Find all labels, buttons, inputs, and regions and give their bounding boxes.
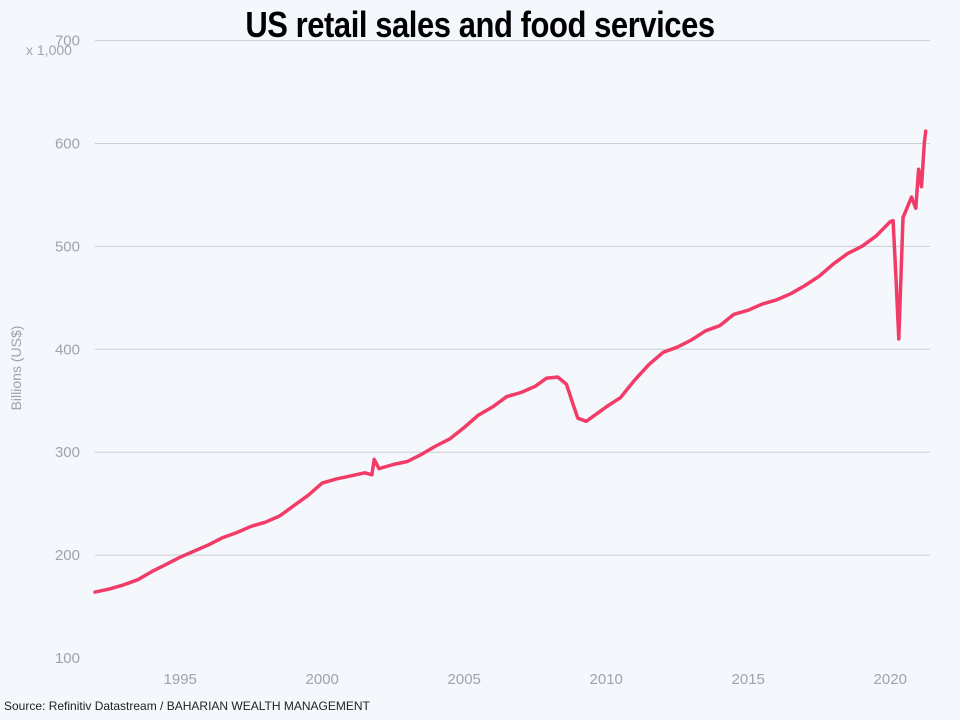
x-axis-ticks: 1995 2000 2005 2010 2015 2020 [164,671,907,688]
y-tick-label: 500 [55,238,80,255]
unit-note: x 1,000 [26,42,72,58]
series-line-0 [93,129,928,594]
x-tick-label: 2015 [732,671,765,688]
y-tick-label: 300 [55,444,80,461]
gridlines [95,40,930,556]
y-tick-label: 100 [55,650,80,667]
source-note: Source: Refinitiv Datastream / BAHARIAN … [4,699,370,713]
chart-title: US retail sales and food services [245,4,715,45]
x-tick-label: 2010 [590,671,623,688]
y-tick-label: 600 [55,135,80,152]
series-layer [93,129,928,594]
y-axis-ticks: 100 200 300 400 500 600 700 [55,33,80,667]
y-tick-label: 400 [55,341,80,358]
y-tick-label: 200 [55,547,80,564]
y-tick-label: 700 [55,33,80,50]
y-axis-title: Billions (US$) [8,326,24,411]
x-tick-label: 2005 [448,671,481,688]
x-tick-label: 1995 [164,671,197,688]
x-tick-label: 2020 [874,671,907,688]
x-tick-label: 2000 [306,671,339,688]
